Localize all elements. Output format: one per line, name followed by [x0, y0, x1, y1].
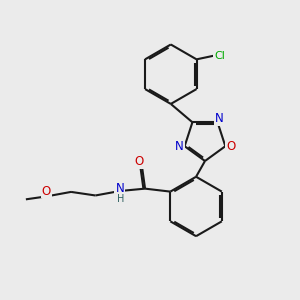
- Text: O: O: [41, 184, 51, 197]
- Text: N: N: [116, 182, 124, 195]
- Text: H: H: [117, 194, 124, 204]
- Text: Cl: Cl: [214, 51, 225, 61]
- Text: N: N: [175, 140, 184, 153]
- Text: O: O: [134, 155, 144, 168]
- Text: N: N: [215, 112, 224, 125]
- Text: O: O: [226, 140, 235, 153]
